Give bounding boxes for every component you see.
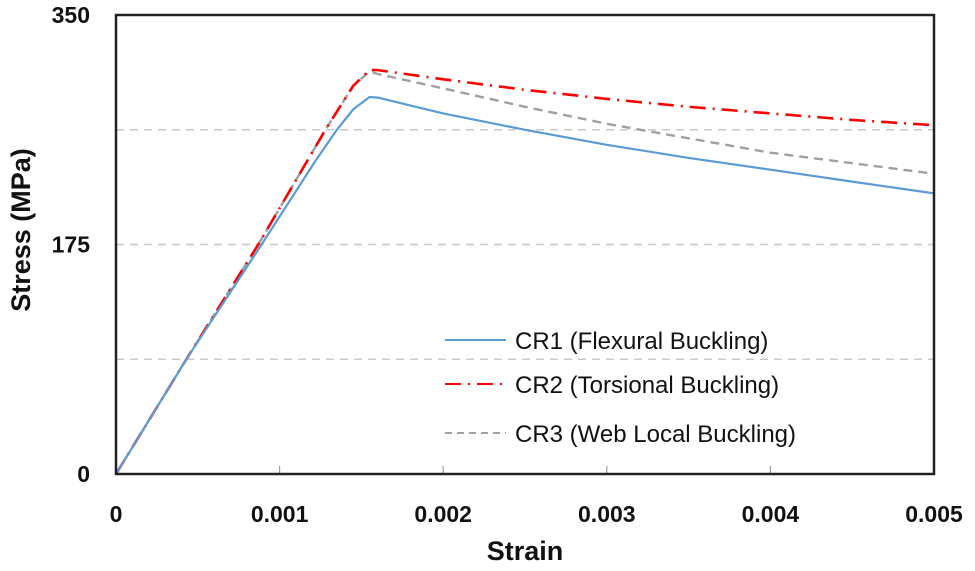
y-axis-title: Stress (MPa)	[6, 148, 36, 312]
legend: CR1 (Flexural Buckling) CR2 (Torsional B…	[445, 328, 796, 448]
plot-frame	[114, 13, 936, 476]
legend-item-cr2: CR2 (Torsional Buckling)	[445, 372, 779, 399]
y-tick-label: 175	[52, 232, 91, 258]
x-tick-label: 0.003	[578, 501, 636, 527]
y-tick-labels: 0 175 350	[52, 2, 91, 487]
data-series	[114, 68, 935, 475]
tick-marks	[279, 466, 772, 474]
series-line	[115, 95, 935, 475]
x-tick-label: 0.005	[905, 501, 963, 527]
y-tick-label: 350	[52, 2, 90, 28]
gridlines	[116, 129, 934, 360]
legend-label: CR3 (Web Local Buckling)	[515, 421, 796, 448]
legend-item-cr3: CR3 (Web Local Buckling)	[445, 421, 796, 448]
x-tick-label: 0.004	[742, 501, 800, 527]
legend-item-cr1: CR1 (Flexural Buckling)	[445, 328, 768, 355]
x-tick-label: 0	[110, 501, 123, 527]
series-line	[114, 70, 935, 475]
legend-label: CR2 (Torsional Buckling)	[515, 372, 779, 399]
x-axis-title: Strain	[487, 536, 564, 566]
series-line	[114, 68, 935, 475]
x-tick-label: 0.001	[251, 501, 309, 527]
legend-label: CR1 (Flexural Buckling)	[515, 328, 768, 355]
x-tick-labels: 0 0.001 0.002 0.003 0.004 0.005	[110, 501, 963, 527]
x-tick-label: 0.002	[414, 501, 472, 527]
y-tick-label: 0	[77, 461, 90, 487]
